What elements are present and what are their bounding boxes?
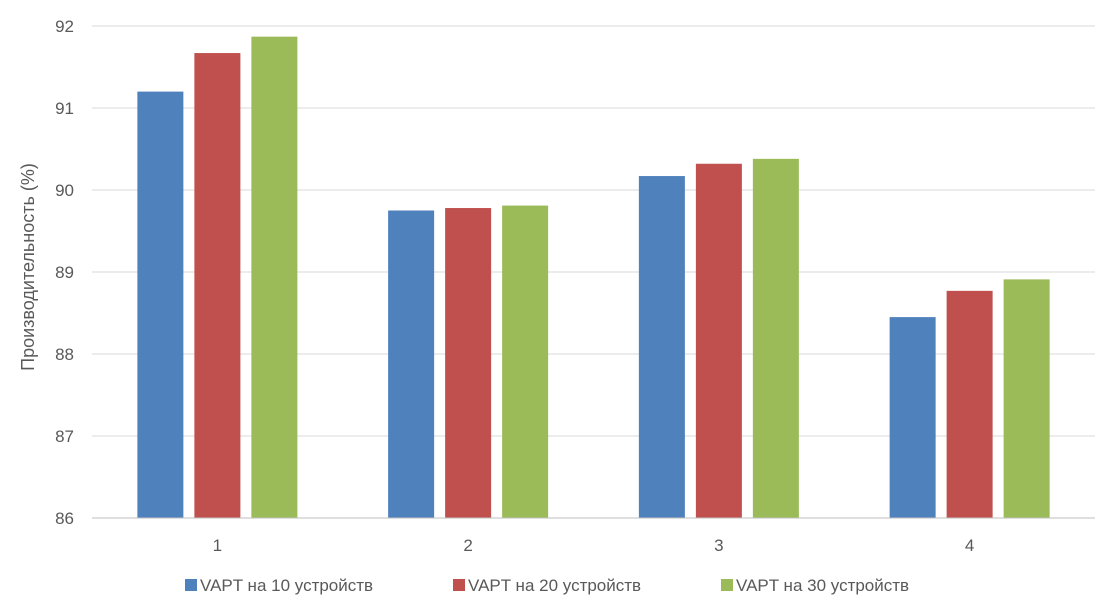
bar: [502, 205, 549, 518]
bars: [137, 36, 1050, 519]
legend-label: VAPT на 20 устройств: [468, 576, 641, 595]
legend: VAPT на 10 устройств VAPT на 20 устройств…: [185, 576, 909, 595]
bar: [695, 163, 742, 518]
x-tick-label: 4: [965, 536, 974, 555]
y-tick-label: 86: [55, 509, 74, 528]
x-tick-label: 3: [714, 536, 723, 555]
bar: [946, 290, 993, 518]
x-tick-label: 2: [463, 536, 472, 555]
y-tick-label: 88: [55, 345, 74, 364]
bar: [889, 317, 936, 518]
bar: [752, 158, 799, 518]
bar: [137, 91, 184, 518]
axes: 86 87 88 89 90 91 92 1 2 3 4: [55, 17, 1095, 555]
legend-swatch: [721, 579, 733, 591]
gridlines: [92, 25, 1095, 437]
legend-label: VAPT на 10 устройств: [200, 576, 373, 595]
legend-label: VAPT на 30 устройств: [736, 576, 909, 595]
y-tick-label: 89: [55, 263, 74, 282]
bar: [251, 36, 298, 518]
bar: [638, 176, 685, 518]
legend-swatch: [185, 579, 197, 591]
y-tick-label: 87: [55, 427, 74, 446]
bar: [445, 208, 492, 519]
y-tick-label: 92: [55, 17, 74, 36]
y-tick-label: 91: [55, 99, 74, 118]
bar: [194, 53, 241, 519]
bar: [388, 210, 435, 518]
y-axis-title: Производительность (%): [18, 163, 38, 371]
y-tick-label: 90: [55, 181, 74, 200]
bar: [1003, 279, 1050, 518]
x-tick-label: 1: [213, 536, 222, 555]
legend-swatch: [453, 579, 465, 591]
